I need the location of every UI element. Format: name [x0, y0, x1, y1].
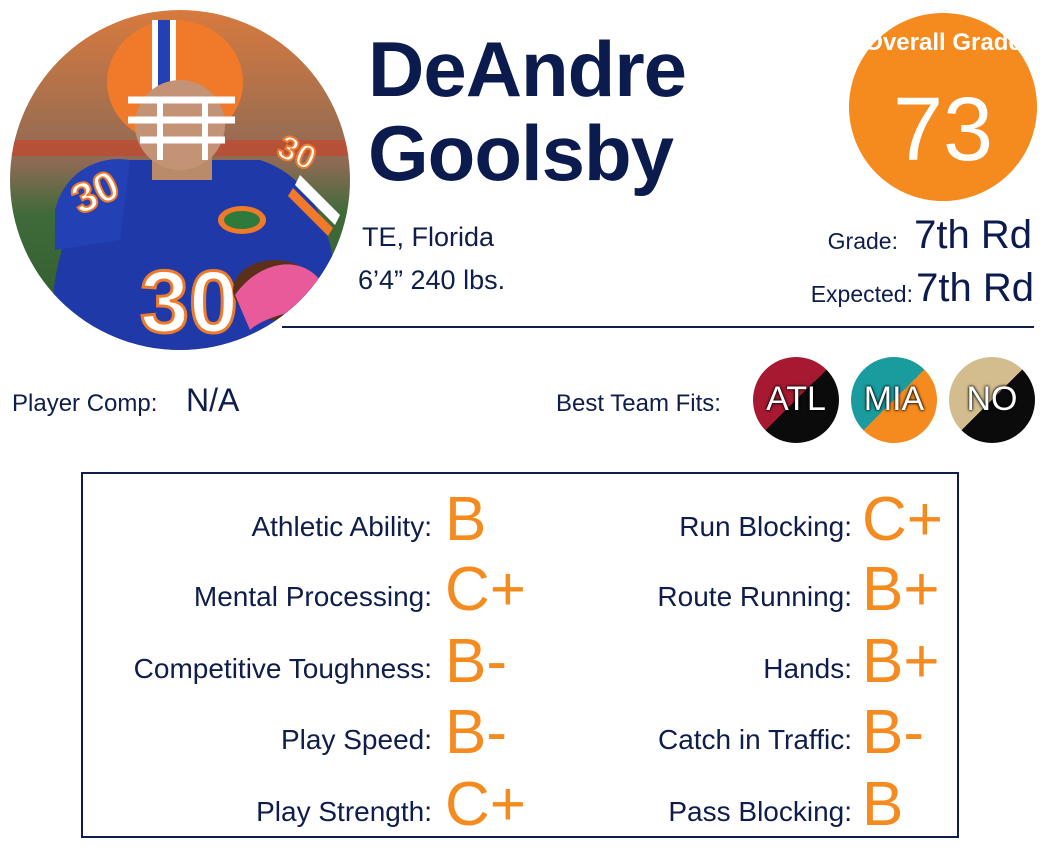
team-fits-label: Best Team Fits:: [556, 390, 721, 417]
skill-label: Hands:: [763, 653, 852, 684]
skill-grade: B-: [445, 698, 507, 767]
team-fit-no: NO: [949, 357, 1035, 443]
team-fit-abbr: MIA: [863, 380, 925, 418]
skill-label: Route Running:: [657, 581, 852, 612]
skill-grade: B: [862, 770, 904, 839]
skill-label: Play Speed:: [281, 724, 432, 755]
skill-grade: B-: [445, 627, 507, 696]
skill-grade: B-: [862, 698, 924, 767]
skill-label: Competitive Toughness:: [133, 653, 432, 684]
team-fit-abbr: ATL: [766, 380, 826, 418]
skill-label: Mental Processing:: [193, 581, 432, 612]
draft-grade-label: Grade:: [827, 228, 898, 254]
skill-grade: B+: [862, 627, 940, 696]
draft-grade-value: 7th Rd: [914, 213, 1032, 257]
position-school: TE, Florida: [362, 222, 495, 252]
jersey-number-front: 30: [140, 252, 238, 350]
skill-grade: B: [445, 485, 487, 554]
skill-label: Play Strength:: [256, 796, 432, 827]
expected-label: Expected:: [810, 281, 913, 307]
skill-label: Run Blocking:: [679, 511, 852, 542]
overall-grade-value: 73: [892, 80, 994, 180]
expected-value: 7th Rd: [916, 266, 1034, 310]
team-fit-atl: ATL: [753, 357, 839, 443]
height-weight: 6’4” 240 lbs.: [358, 265, 506, 295]
header-divider: [282, 326, 1034, 328]
player-photo: 30 30 30: [10, 10, 350, 350]
skill-grade: B+: [862, 555, 940, 624]
skill-label: Athletic Ability:: [251, 511, 432, 542]
skill-label: Pass Blocking:: [668, 796, 852, 827]
team-fit-abbr: NO: [966, 380, 1018, 418]
player-photo-illustration: 30 30 30: [10, 10, 350, 350]
team-fit-mia: MIA: [851, 357, 937, 443]
player-comp-value: N/A: [186, 382, 240, 418]
player-comp-label: Player Comp:: [12, 390, 158, 417]
skill-grade: C+: [862, 485, 943, 554]
skill-grades-panel: Athletic Ability: B Mental Processing: C…: [81, 472, 959, 838]
skill-grade: C+: [445, 555, 526, 624]
overall-grade-badge: Overall Grade 73: [849, 13, 1037, 201]
overall-grade-label: Overall Grade: [864, 29, 1022, 56]
skill-label: Catch in Traffic:: [657, 724, 852, 755]
player-first-name: DeAndre: [368, 25, 687, 113]
player-last-name: Goolsby: [368, 109, 674, 197]
skill-grade: C+: [445, 770, 526, 839]
